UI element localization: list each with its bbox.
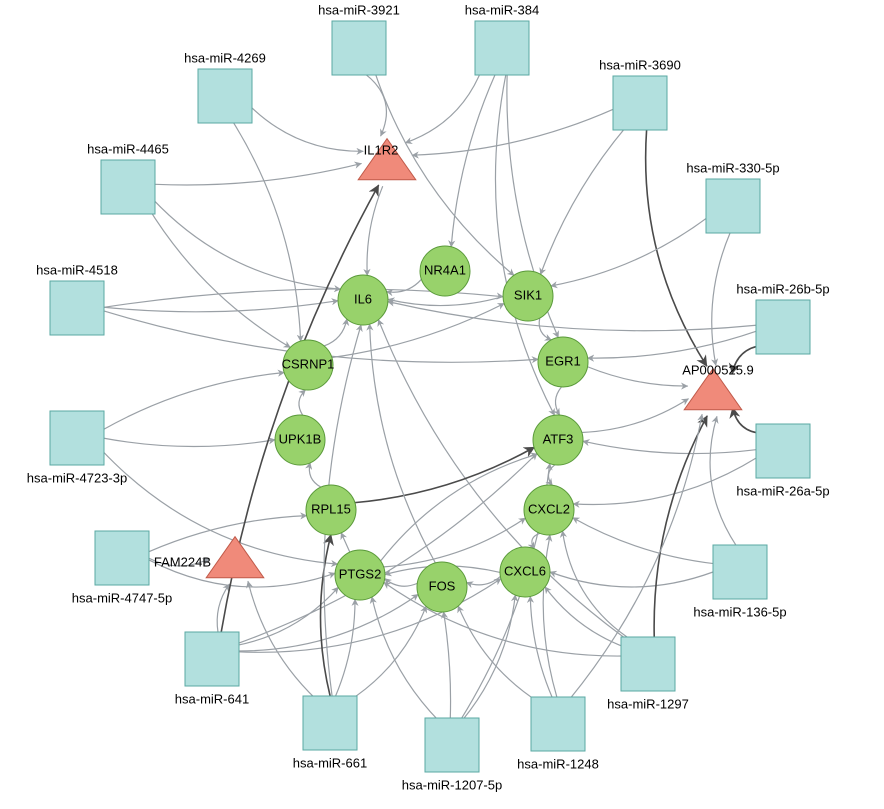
edge-FOS-PTGS2	[385, 579, 418, 587]
node-miR-26a-5p	[756, 424, 810, 478]
label-miR-136-5p: hsa-miR-136-5p	[693, 604, 786, 619]
edge-ATF3-AP000525	[582, 399, 688, 433]
node-miR-1207-5p	[425, 718, 479, 772]
node-miR-136-5p	[713, 545, 767, 599]
edge-miR-641-FOS	[238, 594, 418, 650]
node-miR-4269	[198, 69, 252, 123]
node-miR-4747-5p	[95, 531, 149, 585]
node-NR4A1	[420, 246, 470, 296]
node-miR-1297	[621, 637, 675, 691]
node-miR-4723-3p	[50, 411, 104, 465]
edge-miR-136-5p-AP000525	[710, 417, 736, 546]
label-miR-641: hsa-miR-641	[175, 691, 249, 706]
edge-miR-1297-IL6	[378, 320, 631, 643]
label-miR-330-5p: hsa-miR-330-5p	[686, 160, 779, 175]
edge-miR-641-PTGS2	[235, 587, 338, 645]
node-miR-26b-5p	[756, 300, 810, 354]
node-CSRNP1	[283, 340, 333, 390]
label-miR-1248: hsa-miR-1248	[517, 756, 599, 771]
node-miR-641	[185, 632, 239, 686]
node-CXCL6	[500, 547, 550, 597]
node-AP000525	[684, 369, 742, 410]
node-miR-3690	[613, 76, 667, 130]
edge-EGR1-ATF3	[555, 387, 561, 415]
node-miR-330-5p	[706, 179, 760, 233]
edge-miR-661-FOS	[347, 606, 426, 702]
nodes-layer	[50, 21, 810, 772]
edge-RPL15-UPK1B	[309, 463, 321, 487]
edge-miR-4465-IL6	[152, 199, 340, 289]
edges-layer	[101, 67, 763, 721]
label-miR-4747-5p: hsa-miR-4747-5p	[72, 590, 172, 605]
label-miR-1207-5p: hsa-miR-1207-5p	[402, 777, 502, 792]
edge-miR-4723-3p-UPK1B	[104, 438, 275, 446]
node-miR-3921	[332, 21, 386, 75]
node-UPK1B	[275, 415, 325, 465]
label-miR-661: hsa-miR-661	[293, 755, 367, 770]
edge-miR-4747-5p-RPL15	[148, 516, 306, 552]
node-PTGS2	[335, 550, 385, 600]
edge-miR-384-NR4A1	[451, 74, 495, 247]
edge-miR-3690-SIK1	[541, 126, 627, 274]
edge-miR-3690-IL1R2	[412, 109, 613, 155]
node-RPL15	[306, 485, 356, 535]
node-miR-384	[475, 21, 529, 75]
node-miR-661	[303, 696, 357, 750]
node-miR-4465	[101, 160, 155, 214]
edge-miR-661-FAM224B	[248, 581, 316, 699]
edge-PTGS2-RPL15	[341, 533, 350, 552]
edge-RPL15-ATF3	[355, 447, 534, 502]
label-miR-3921: hsa-miR-3921	[318, 2, 400, 17]
node-FOS	[417, 562, 467, 612]
label-miR-4465: hsa-miR-4465	[87, 141, 169, 156]
node-miR-4518	[50, 281, 104, 335]
edge-miR-330-5p-AP000525	[712, 233, 730, 365]
edge-SIK1-EGR1	[539, 318, 551, 340]
edge-SIK1-IL6	[388, 297, 503, 306]
edge-miR-3921-IL1R2	[365, 74, 386, 136]
edge-IL1R2-IL6	[367, 187, 383, 276]
edge-miR-26b-5p-EGR1	[588, 331, 757, 358]
label-miR-4723-3p: hsa-miR-4723-3p	[27, 470, 127, 485]
label-miR-26a-5p: hsa-miR-26a-5p	[736, 483, 829, 498]
label-miR-26b-5p: hsa-miR-26b-5p	[736, 281, 829, 296]
edge-miR-4269-IL1R2	[250, 106, 363, 151]
edge-miR-1248-CXCL6	[530, 596, 552, 697]
node-FAM224B	[206, 537, 264, 578]
label-miR-3690: hsa-miR-3690	[599, 57, 681, 72]
edge-miR-641-ATF3	[235, 453, 537, 644]
edge-miR-4465-CSRNP1	[147, 206, 290, 347]
edge-miR-1297-AP000525	[654, 416, 707, 637]
edge-miR-330-5p-SIK1	[551, 217, 708, 286]
edge-miR-4723-3p-CSRNP1	[103, 373, 284, 430]
edge-miR-384-IL1R2	[406, 67, 483, 143]
edge-miR-136-5p-CXCL2	[573, 518, 715, 564]
edge-CSRNP1-IL6	[324, 319, 347, 346]
edge-miR-1248-FOS	[458, 606, 540, 703]
edge-EGR1-AP000525	[588, 367, 688, 386]
label-miR-384: hsa-miR-384	[465, 2, 539, 17]
edge-miR-661-PTGS2	[335, 600, 355, 697]
node-CXCL2	[524, 485, 574, 535]
network-diagram: hsa-miR-3921 hsa-miR-384 hsa-miR-4269 hsa-m…	[0, 0, 884, 809]
label-miR-4269: hsa-miR-4269	[184, 50, 266, 65]
edge-miR-1207-5p-PTGS2	[372, 597, 439, 721]
edge-miR-26a-5p-CXCL2	[573, 458, 757, 505]
node-SIK1	[503, 271, 553, 321]
edge-miR-1207-5p-FOS	[444, 612, 451, 718]
node-miR-1248	[531, 697, 585, 751]
node-IL6	[338, 275, 388, 325]
node-ATF3	[533, 415, 583, 465]
edge-CXCL6-FOS	[467, 576, 501, 584]
edge-UPK1B-CSRNP1	[299, 390, 305, 415]
edge-miR-4269-CSRNP1	[233, 122, 301, 341]
label-miR-4518: hsa-miR-4518	[36, 262, 118, 277]
label-miR-1297: hsa-miR-1297	[607, 696, 689, 711]
node-EGR1	[538, 337, 588, 387]
edge-miR-26a-5p-ATF3	[583, 441, 756, 453]
